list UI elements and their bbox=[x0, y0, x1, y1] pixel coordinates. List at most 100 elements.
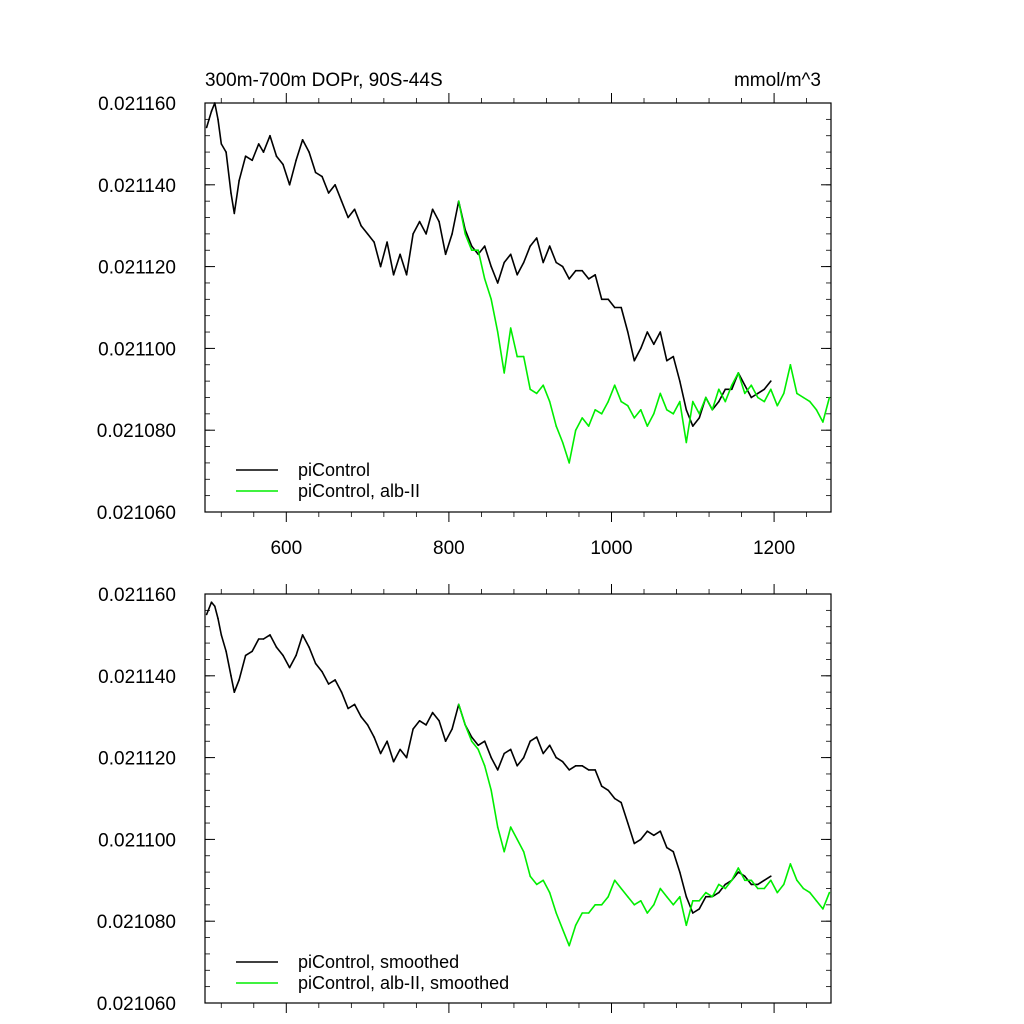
bottom-legend: piControl, smoothed piControl, alb-II, s… bbox=[236, 952, 509, 993]
bottom-series-0-point bbox=[561, 760, 564, 763]
top-series-0-point bbox=[282, 163, 284, 166]
legend-label-picontrol-smoothed: piControl, smoothed bbox=[298, 952, 459, 972]
top-series-0-point bbox=[731, 388, 733, 391]
top-series-1-point bbox=[737, 372, 740, 374]
top-series-1-point bbox=[724, 400, 727, 403]
bottom-series-1-point bbox=[653, 904, 655, 906]
top-xtick-label: 800 bbox=[433, 538, 465, 559]
top-series-1-point bbox=[600, 413, 603, 415]
bottom-series-1-point bbox=[763, 887, 766, 890]
bottom-ytick-label: 0.021080 bbox=[97, 912, 176, 933]
top-series-0-point bbox=[334, 184, 336, 186]
top-series-0-point bbox=[244, 155, 247, 157]
bottom-series-1-point bbox=[607, 895, 609, 898]
top-series-0-point bbox=[269, 134, 271, 137]
bottom-series-0-point bbox=[613, 797, 616, 800]
bottom-series-0-point bbox=[418, 720, 421, 722]
bottom-series-0-point bbox=[483, 740, 486, 742]
top-series-0-point bbox=[257, 143, 260, 145]
bottom-series-0-point bbox=[685, 895, 688, 898]
top-axes: 0.021060 0.021080 0.021100 0.021120 0.021140… bbox=[97, 93, 832, 559]
bottom-series-0-point bbox=[405, 756, 408, 759]
bottom-series-0-point bbox=[750, 883, 753, 886]
bottom-series-0-point bbox=[600, 785, 603, 787]
top-series-1-point bbox=[561, 441, 564, 444]
bottom-series-0-point bbox=[542, 752, 544, 755]
top-series-1-point bbox=[535, 392, 538, 395]
bottom-series-0-point bbox=[451, 728, 453, 730]
top-series-1-point bbox=[640, 409, 642, 411]
bottom-axes: 0.021060 0.021080 0.021100 0.021120 0.021140… bbox=[97, 584, 832, 1015]
bottom-series-1-point bbox=[698, 900, 701, 902]
bottom-series-1-point bbox=[627, 895, 629, 898]
top-series-0-point bbox=[405, 274, 408, 276]
bottom-series-0-point bbox=[724, 883, 727, 886]
top-series-0-point bbox=[750, 396, 753, 399]
top-series-1-point bbox=[789, 364, 792, 366]
bottom-series-0-point bbox=[672, 850, 675, 853]
bottom-series-0-point bbox=[633, 842, 636, 845]
bottom-series-1-point bbox=[620, 887, 622, 890]
top-series-0-point bbox=[509, 253, 512, 256]
top-series-1-point bbox=[503, 372, 506, 374]
chart-panel-top: 300m-700m DOPr, 90S-44S mmol/m^3 0.02106… bbox=[97, 70, 832, 559]
chart-units-label: mmol/m^3 bbox=[734, 70, 821, 91]
top-ytick-label: 0.021100 bbox=[98, 339, 176, 360]
bottom-series-1-point bbox=[776, 891, 779, 894]
bottom-series-0-point bbox=[516, 765, 518, 767]
bottom-series-1-point bbox=[490, 789, 493, 792]
top-series-1-point bbox=[685, 441, 688, 444]
bottom-ytick-label: 0.021140 bbox=[98, 667, 176, 688]
bottom-series-0-point bbox=[314, 662, 317, 665]
top-series-0-point bbox=[659, 331, 662, 333]
bottom-series-0-point bbox=[535, 736, 538, 738]
bottom-series-1-point bbox=[529, 875, 531, 877]
top-series-0-point bbox=[724, 388, 727, 391]
bottom-series-0-point bbox=[225, 650, 227, 653]
top-series-1-point bbox=[705, 396, 707, 399]
bottom-series-0-point bbox=[238, 679, 240, 681]
bottom-series-0-point bbox=[581, 765, 583, 767]
top-series-0-point bbox=[646, 331, 649, 333]
bottom-series-1-point bbox=[633, 904, 636, 906]
bottom-series-0-point bbox=[353, 703, 356, 706]
bottom-series-0-point bbox=[594, 769, 596, 771]
bottom-series-0-point bbox=[392, 760, 395, 763]
top-series-0-point bbox=[581, 269, 583, 272]
top-series-0-point bbox=[288, 184, 291, 186]
top-series-0-point bbox=[386, 241, 388, 243]
top-xtick-label: 1000 bbox=[590, 538, 632, 559]
top-series-1-point bbox=[542, 384, 544, 387]
top-series-1-point bbox=[594, 409, 596, 411]
bottom-series-0-point bbox=[568, 769, 570, 771]
bottom-series-1-point bbox=[470, 740, 473, 742]
top-series-1-point bbox=[620, 400, 622, 403]
top-series-0-point bbox=[225, 151, 227, 153]
top-series-0-point bbox=[451, 233, 453, 235]
bottom-series-1-point bbox=[731, 879, 733, 882]
legend-label-picontrol: piControl bbox=[298, 460, 370, 480]
bottom-series-0-point bbox=[308, 646, 310, 648]
top-series-0-point bbox=[718, 400, 720, 403]
top-series-0-point bbox=[548, 245, 551, 247]
top-series-0-point bbox=[399, 253, 401, 256]
bottom-series-0-point bbox=[679, 871, 681, 873]
legend-label-alb-smoothed: piControl, alb-II, smoothed bbox=[298, 973, 509, 993]
bottom-series-1-point bbox=[548, 891, 551, 894]
top-series-1-point bbox=[490, 298, 493, 301]
top-series-0-point bbox=[490, 265, 493, 268]
top-series-0-point bbox=[757, 392, 759, 395]
top-series-1-point bbox=[457, 200, 460, 202]
bottom-series-0-point bbox=[360, 715, 362, 718]
top-series bbox=[205, 102, 831, 464]
bottom-series-0-point bbox=[640, 838, 642, 841]
top-series-0-point bbox=[233, 212, 236, 215]
bottom-series-1-point bbox=[692, 900, 694, 902]
bottom-series-1-point bbox=[561, 928, 564, 931]
top-xtick-label: 1200 bbox=[753, 538, 795, 559]
bottom-series-1-point bbox=[457, 703, 460, 706]
bottom-series-1-point bbox=[796, 879, 798, 882]
top-series-1-point bbox=[627, 404, 629, 407]
top-series-0-point bbox=[210, 110, 213, 112]
bottom-series-0-point bbox=[529, 740, 531, 742]
